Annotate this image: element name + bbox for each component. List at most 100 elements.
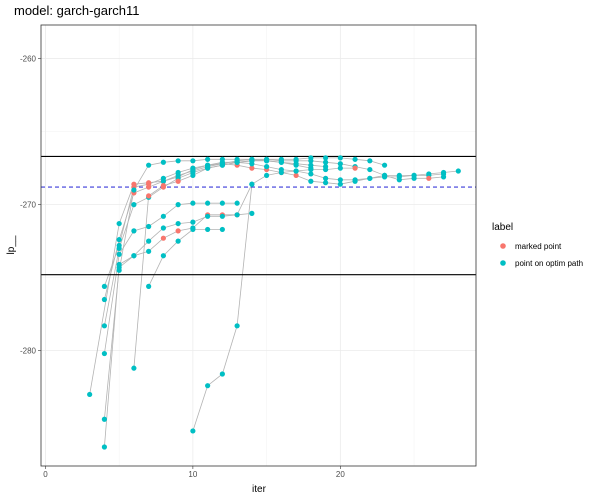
optim-path-point [190, 428, 196, 434]
optim-path-point [234, 323, 240, 329]
optim-path-point [367, 158, 373, 164]
optim-path-point [337, 165, 343, 171]
x-tick-label: 10 [188, 470, 197, 479]
optim-path-point [322, 175, 329, 181]
optim-path-point [175, 238, 181, 244]
optim-path-line [104, 213, 252, 420]
optim-path-point [219, 226, 225, 233]
optim-path-point [131, 202, 137, 208]
legend-key-optim-path-point [500, 260, 506, 266]
marked-point [160, 235, 166, 241]
optim-path-point [131, 187, 137, 193]
panel-border [40, 24, 477, 467]
optim-path-point [101, 416, 108, 422]
optim-path-point [116, 220, 122, 227]
optim-path-point [175, 202, 181, 208]
optim-path-point [146, 162, 152, 168]
optim-path-point [219, 371, 225, 377]
optim-path-point [116, 251, 122, 257]
optim-path-point [131, 253, 137, 259]
optim-path-point [160, 178, 166, 184]
marked-point [249, 165, 255, 171]
y-axis-title: lp__ [6, 235, 17, 254]
optim-path-point [219, 200, 225, 206]
optim-path-point [455, 168, 461, 174]
optim-path-point [116, 267, 122, 273]
optim-path-point [264, 164, 270, 170]
optim-path-point [293, 161, 299, 167]
optim-path-point [205, 213, 211, 219]
marked-point [352, 165, 358, 171]
optim-path-point [190, 200, 196, 206]
optim-path-line [104, 202, 238, 354]
optim-path-point [205, 156, 211, 162]
optim-path-point [367, 175, 373, 181]
optim-path-point [101, 283, 108, 289]
plot-panel [38, 24, 477, 469]
optim-path-point [175, 158, 181, 164]
optim-path-point [131, 228, 137, 234]
optim-path-point [293, 156, 299, 162]
legend: label marked point point on optim path [492, 222, 583, 268]
optim-path-point [234, 156, 240, 162]
optim-path-point [160, 213, 166, 219]
optim-path-point [249, 181, 255, 187]
optim-path-point [264, 172, 270, 179]
x-axis-title: iter [252, 484, 267, 495]
chart-title: model: garch-garch11 [14, 3, 140, 18]
optim-path-point [367, 166, 373, 173]
optim-path-point [205, 165, 211, 171]
optim-path-point [219, 162, 225, 168]
optim-path-point [160, 225, 166, 231]
optim-path-point [234, 212, 240, 218]
optim-path-point [308, 162, 314, 168]
optim-path-point [308, 171, 314, 177]
optim-path-point [322, 155, 329, 161]
marked-point [426, 175, 432, 181]
optim-path-point [146, 283, 152, 289]
optim-path-point [249, 156, 255, 162]
optim-path-point [190, 172, 196, 179]
optim-path-point [337, 161, 343, 167]
optim-path-line [104, 167, 356, 448]
optim-path-point [322, 164, 329, 170]
optim-path-point [264, 158, 270, 164]
marked-point [175, 228, 181, 234]
legend-key-marked-point [500, 243, 506, 249]
optim-path-point [219, 213, 225, 219]
x-tick-label: 20 [336, 470, 345, 479]
optim-path-point [160, 253, 166, 259]
optim-path-point [205, 383, 211, 389]
y-tick-label: -260 [20, 55, 37, 64]
optim-path-point [87, 391, 93, 398]
optim-path-point [190, 219, 196, 225]
optim-path-point [381, 172, 388, 179]
optim-path-point [205, 200, 211, 206]
marked-point [293, 172, 299, 179]
marked-point [146, 184, 152, 190]
legend-title: label [492, 222, 513, 233]
optim-path-point [440, 174, 447, 180]
optim-path-point [101, 296, 108, 303]
optim-path-point [322, 159, 329, 165]
optim-path-point [337, 181, 343, 187]
optim-path-line [133, 160, 311, 369]
optim-path-point [411, 175, 417, 181]
optim-path-point [352, 177, 358, 183]
optim-path-point [101, 350, 108, 357]
optim-path-point [249, 210, 255, 216]
legend-label: marked point [515, 242, 562, 251]
optim-path-point [205, 226, 211, 233]
optim-path-point [131, 365, 137, 371]
optim-path-point [278, 159, 284, 165]
optim-path-point [219, 156, 225, 162]
marked-point [175, 178, 181, 184]
optim-path-point [381, 162, 388, 168]
optim-path-point [116, 245, 122, 252]
optim-path-point [146, 223, 152, 230]
optim-path-point [101, 323, 108, 329]
optim-path-point [116, 237, 122, 243]
optim-path-point [190, 226, 196, 233]
optim-path-point [322, 180, 329, 186]
